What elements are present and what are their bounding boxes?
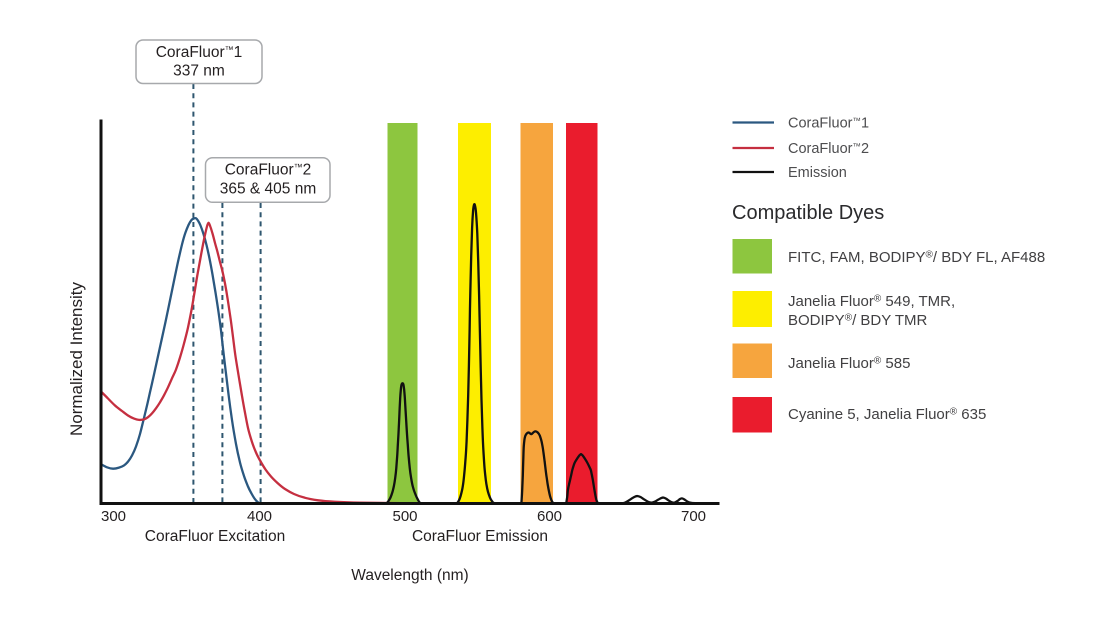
svg-text:CoraFluor Excitation: CoraFluor Excitation (145, 528, 285, 545)
svg-text:Cyanine 5, Janelia Fluor® 635: Cyanine 5, Janelia Fluor® 635 (788, 406, 986, 423)
svg-text:CoraFluor™1: CoraFluor™1 (788, 116, 869, 132)
svg-text:FITC, FAM, BODIPY®/ BDY FL, AF: FITC, FAM, BODIPY®/ BDY FL, AF488 (788, 249, 1045, 266)
svg-text:Janelia Fluor® 585: Janelia Fluor® 585 (788, 355, 910, 372)
svg-text:500: 500 (392, 508, 417, 525)
svg-text:BODIPY®/ BDY TMR: BODIPY®/ BDY TMR (788, 312, 928, 329)
svg-text:337 nm: 337 nm (173, 63, 225, 80)
svg-text:CoraFluor™1: CoraFluor™1 (156, 44, 243, 61)
svg-text:Emission: Emission (788, 165, 847, 181)
svg-text:Janelia Fluor® 549, TMR,: Janelia Fluor® 549, TMR, (788, 293, 955, 310)
svg-text:300: 300 (101, 508, 126, 525)
svg-text:600: 600 (537, 508, 562, 525)
svg-text:Wavelength (nm): Wavelength (nm) (351, 567, 468, 584)
svg-text:Normalized Intensity: Normalized Intensity (67, 282, 86, 437)
svg-text:400: 400 (247, 508, 272, 525)
svg-text:700: 700 (681, 508, 706, 525)
svg-text:CoraFluor Emission: CoraFluor Emission (412, 528, 548, 545)
svg-text:365 & 405 nm: 365 & 405 nm (220, 181, 317, 198)
svg-text:CoraFluor™2: CoraFluor™2 (225, 162, 312, 179)
svg-text:Compatible Dyes: Compatible Dyes (732, 202, 884, 224)
svg-text:CoraFluor™2: CoraFluor™2 (788, 141, 869, 157)
